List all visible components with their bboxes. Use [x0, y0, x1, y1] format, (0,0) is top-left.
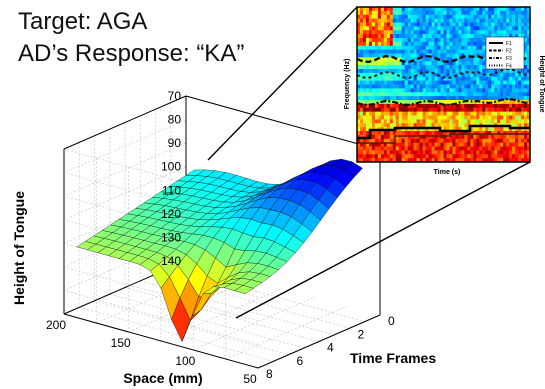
chart-title-target: Target: AGA: [18, 8, 148, 35]
formant-tracks: [357, 51, 530, 144]
z-tick-label: 120: [161, 207, 181, 221]
y-tick-label: 4: [327, 341, 334, 355]
legend-entry: F2: [506, 49, 512, 55]
legend-entry: F1: [506, 41, 512, 47]
z-axis-label: Height of Tongue: [11, 191, 27, 305]
z-tick-label: 110: [162, 183, 181, 197]
y-axis-label: Time Frames: [350, 350, 436, 366]
z-tick-label: 80: [168, 113, 182, 127]
spectrogram-y-label: Frequency (Hz): [344, 59, 351, 110]
z-tick-label: 140: [161, 254, 181, 268]
z-tick-label: 100: [161, 160, 181, 174]
x-tick-label: 100: [175, 354, 195, 368]
legend-entry: F4: [506, 64, 512, 70]
x-tick-label: 50: [243, 372, 257, 386]
chart-title-response: AD’s Response: “KA”: [18, 40, 245, 67]
y-tick-label: 8: [266, 367, 273, 381]
connector-line-top: [207, 6, 358, 161]
spectrogram-image: [357, 7, 530, 162]
spectrogram-x-label: Time (s): [434, 169, 461, 176]
spectrogram-right-label: Height of Tongue: [538, 55, 545, 112]
surface-plot: [76, 158, 363, 343]
surface-patch: [234, 285, 255, 294]
x-tick-label: 200: [46, 318, 66, 332]
z-tick-label: 90: [168, 136, 182, 150]
z-tick-label: 70: [168, 89, 182, 103]
y-tick-label: 6: [297, 354, 304, 368]
x-tick-label: 150: [111, 336, 131, 350]
axis-ticks-3d: 70 80 90 100 110 120 130 140 200 150 100 50 0 2 4 6 8: [46, 89, 395, 386]
y-tick-label: 0: [388, 314, 395, 328]
z-tick-label: 130: [161, 230, 181, 244]
legend-entry: F3: [506, 56, 512, 62]
connector-line-bottom: [235, 161, 531, 319]
y-tick-label: 2: [358, 327, 365, 341]
x-axis-label: Space (mm): [123, 370, 202, 386]
